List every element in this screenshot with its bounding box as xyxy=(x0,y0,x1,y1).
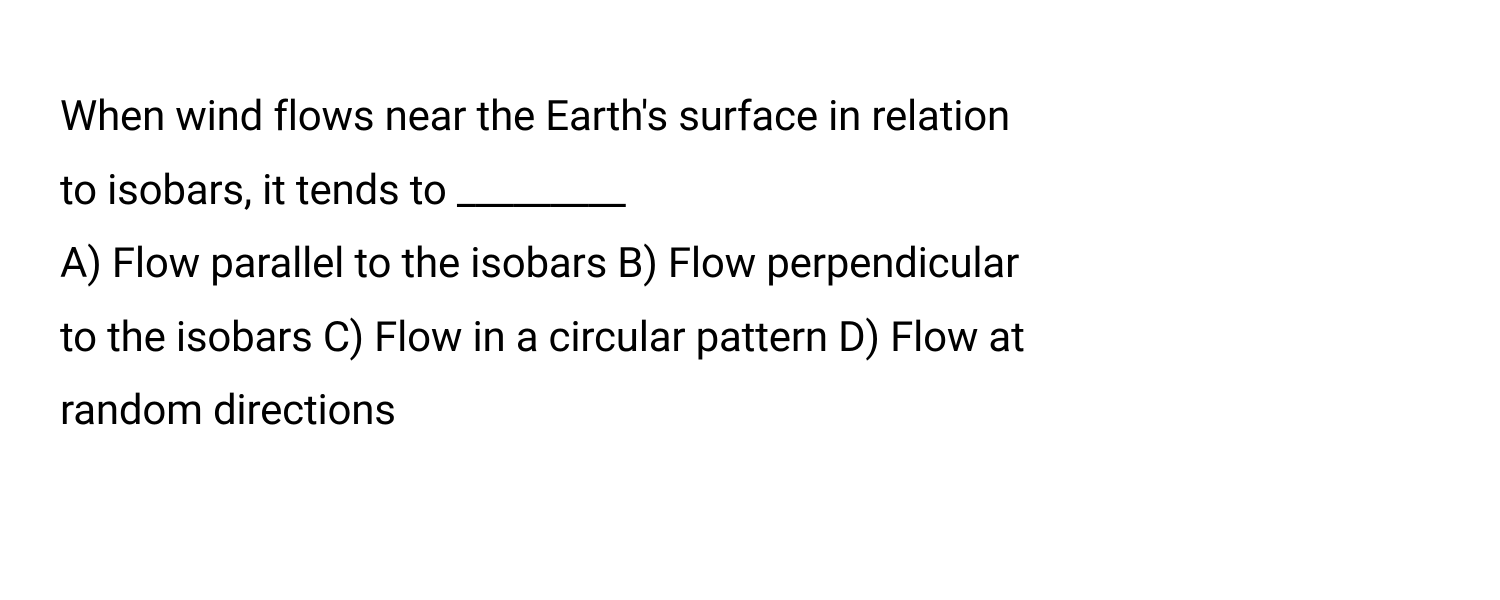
options-line-1: A) Flow parallel to the isobars B) Flow … xyxy=(60,239,1019,288)
stem-line-2: to isobars, it tends to _________ xyxy=(60,166,626,215)
options-line-2: to the isobars C) Flow in a circular pat… xyxy=(60,313,1025,362)
question-text: When wind flows near the Earth's surface… xyxy=(60,80,1440,448)
stem-line-1: When wind flows near the Earth's surface… xyxy=(60,92,1010,141)
question-container: When wind flows near the Earth's surface… xyxy=(0,0,1500,600)
options-line-3: random directions xyxy=(60,386,396,435)
